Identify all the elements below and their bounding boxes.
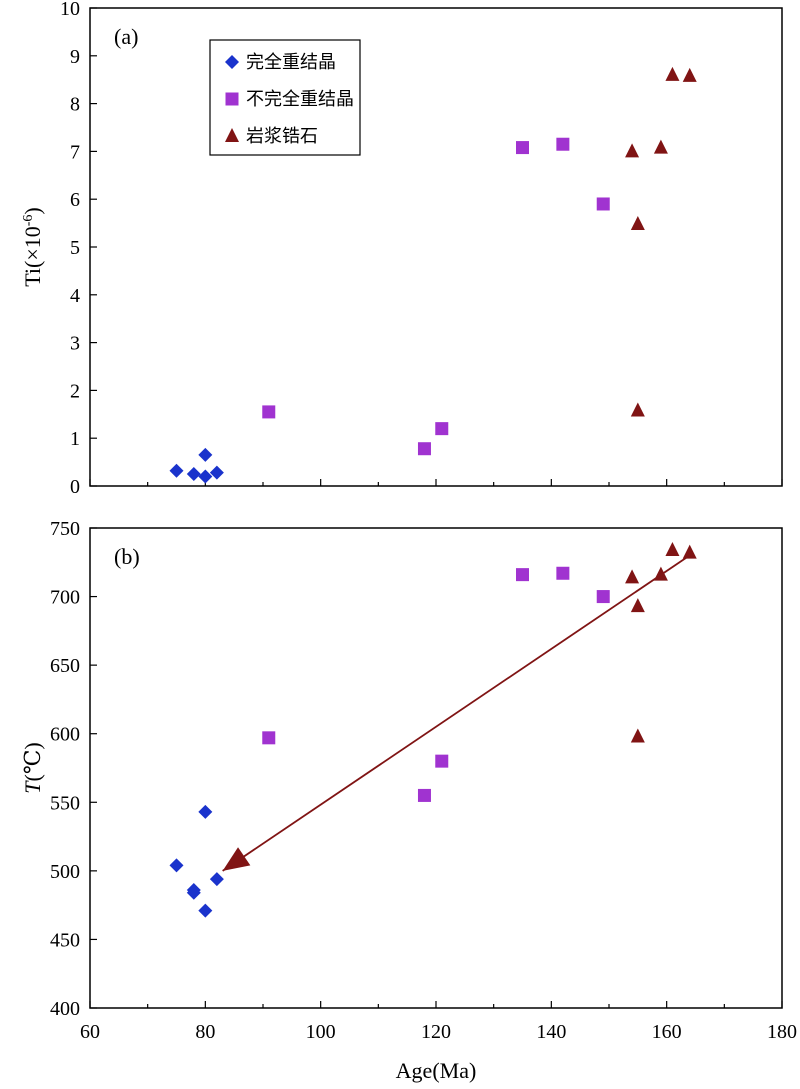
x-tick-label: 100 xyxy=(306,1021,336,1043)
data-point-square xyxy=(516,568,529,582)
data-point-triangle xyxy=(665,541,680,556)
data-point-diamond xyxy=(169,858,184,873)
series-square xyxy=(262,566,610,802)
y-tick-label: 750 xyxy=(50,518,80,540)
panel-b: 400 450 500 550 600 650 700 750 60 80 100 120 140 160… xyxy=(20,518,797,1083)
plot-frame xyxy=(89,527,783,1009)
panel-label: (b) xyxy=(114,544,140,569)
panel-label: (a) xyxy=(114,24,138,49)
data-point-diamond xyxy=(186,885,201,900)
legend-marker-diamond xyxy=(225,55,239,69)
data-point-square xyxy=(556,137,570,151)
x-tick-label: 160 xyxy=(652,1021,682,1043)
x-tick-label: 140 xyxy=(536,1021,566,1043)
y-tick-label: 550 xyxy=(50,792,80,814)
legend-label: 不完全重结晶 xyxy=(246,89,354,110)
data-point-triangle xyxy=(682,67,697,82)
y-tick-label: 2 xyxy=(70,380,80,402)
x-axis-title: Age(Ma) xyxy=(396,1058,477,1083)
y-axis-title: T(℃) xyxy=(20,742,45,794)
y-tick-label: 8 xyxy=(70,94,80,116)
y-tick-label: 5 xyxy=(70,237,80,259)
data-point-triangle xyxy=(682,544,697,559)
y-tick-label: 600 xyxy=(50,724,80,746)
y-tick-label: 4 xyxy=(70,285,80,307)
y-tick-label: 450 xyxy=(50,929,80,951)
y-axis-title: Ti(×10-6) xyxy=(20,207,45,287)
y-tick-label: 500 xyxy=(50,861,80,883)
legend-marker-square xyxy=(225,92,239,106)
data-point-diamond xyxy=(198,469,213,484)
data-point-triangle xyxy=(625,143,640,158)
y-tick-label: 700 xyxy=(50,587,80,609)
legend-label: 岩浆锆石 xyxy=(246,126,318,147)
data-point-triangle xyxy=(630,402,645,417)
y-tick-label: 650 xyxy=(50,655,80,677)
x-tick-label: 80 xyxy=(195,1021,215,1043)
data-point-diamond xyxy=(198,804,213,819)
data-point-diamond xyxy=(198,903,213,918)
data-point-triangle xyxy=(625,569,640,584)
trend-line xyxy=(222,554,691,872)
data-point-diamond xyxy=(209,465,224,480)
data-point-square xyxy=(262,405,276,419)
series-diamond xyxy=(169,804,224,918)
x-tick-label: 180 xyxy=(767,1021,797,1043)
y-tick-label: 10 xyxy=(60,0,80,20)
y-tick-label: 0 xyxy=(70,476,80,498)
data-point-triangle xyxy=(630,598,645,613)
y-tick-label: 7 xyxy=(70,141,80,163)
data-point-square xyxy=(516,141,529,155)
data-point-square xyxy=(435,754,449,768)
y-tick-label: 3 xyxy=(70,333,80,355)
data-point-triangle xyxy=(630,728,645,743)
data-point-square xyxy=(417,788,431,802)
data-point-square xyxy=(556,566,570,580)
data-point-triangle xyxy=(665,66,680,81)
data-point-square xyxy=(596,197,610,211)
data-point-square xyxy=(417,442,431,456)
data-point-triangle xyxy=(630,216,645,231)
legend-marker-triangle xyxy=(225,128,239,142)
y-tick-label: 400 xyxy=(50,998,80,1020)
x-tick-label: 120 xyxy=(421,1021,451,1043)
data-point-triangle xyxy=(653,139,668,154)
data-point-diamond xyxy=(209,872,224,887)
x-tick-label: 60 xyxy=(80,1021,100,1043)
data-point-diamond xyxy=(169,463,184,478)
data-point-square xyxy=(262,731,276,745)
series-diamond xyxy=(169,447,224,484)
data-point-square xyxy=(435,422,449,436)
y-tick-label: 1 xyxy=(70,428,80,450)
legend-label: 完全重结晶 xyxy=(246,52,336,73)
data-point-triangle xyxy=(653,566,668,581)
series-square xyxy=(262,137,610,456)
data-point-diamond xyxy=(198,447,213,462)
series-triangle xyxy=(625,541,697,743)
y-tick-label: 6 xyxy=(70,189,80,211)
data-point-diamond xyxy=(186,467,201,482)
data-point-square xyxy=(596,590,610,604)
y-tick-label: 9 xyxy=(70,46,80,68)
trend-arrowhead xyxy=(222,847,251,871)
series-triangle xyxy=(625,66,697,417)
